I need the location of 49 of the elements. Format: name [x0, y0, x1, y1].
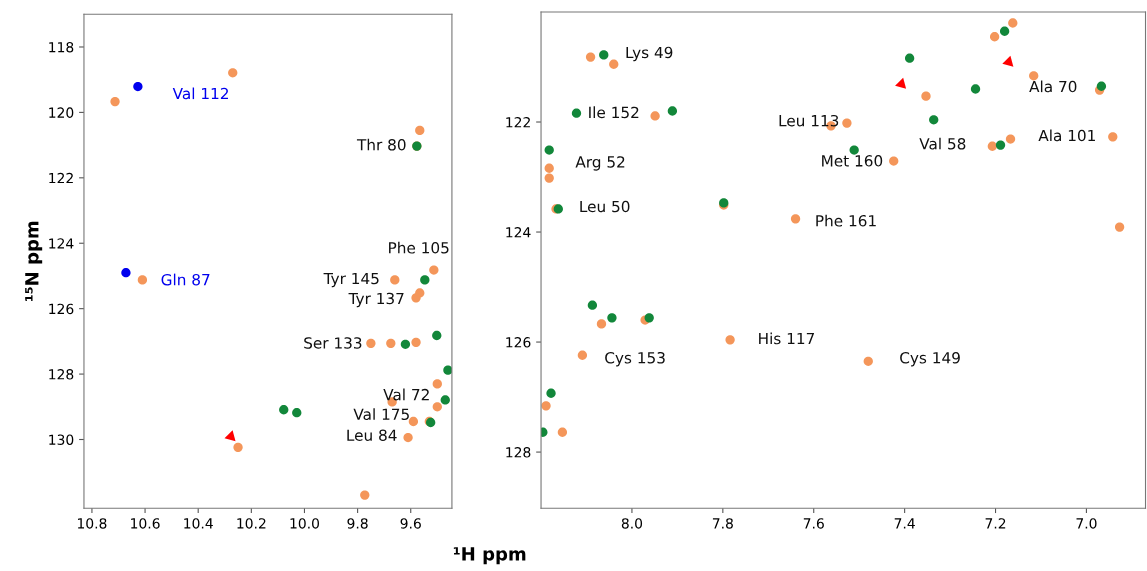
x-tick-label: 9.6 — [400, 518, 421, 529]
annotation: Lys 49 — [626, 46, 673, 62]
y-tick-label: 120 — [49, 107, 74, 118]
annotation: Leu 84 — [347, 429, 397, 441]
annotation: Phe 105 — [389, 241, 449, 254]
y-tick-label: 128 — [506, 447, 531, 458]
annotation: Ser 133 — [304, 337, 362, 349]
annotation: Ile 152 — [589, 106, 639, 119]
text: Gln 87 — [161, 273, 210, 286]
series-label: Val 112 — [172, 87, 228, 100]
x-axis-title: ¹H ppm — [453, 547, 526, 565]
annotation: Tyr 145 — [323, 272, 379, 288]
x-tick-label: 7.2 — [985, 518, 1006, 529]
y-tick-label: 124 — [49, 238, 74, 249]
annotation: Thr 80 — [356, 138, 406, 151]
y-tick-label: 122 — [49, 172, 73, 184]
y-tick-label: 130 — [49, 434, 74, 445]
x-tick-label: 7.0 — [1076, 518, 1097, 529]
annotation: Tyr 137 — [348, 292, 404, 308]
x-tick-label: 10.8 — [77, 518, 107, 529]
y-tick-label: 122 — [506, 116, 530, 128]
annotation: Ala 70 — [1029, 80, 1077, 93]
annotation: Cys 149 — [900, 351, 960, 367]
annotation: Val 58 — [919, 137, 966, 150]
annotation: Val 72 — [383, 388, 429, 401]
annotation: Leu 50 — [580, 200, 630, 213]
x-tick-label: 10.0 — [290, 518, 320, 529]
x-tick-label: 8.0 — [621, 518, 643, 529]
annotation: Ala 101 — [1038, 129, 1095, 142]
y-tick-label: 126 — [49, 303, 74, 315]
annotation: Phe 161 — [816, 214, 876, 227]
x-tick-label: 10.4 — [184, 518, 213, 529]
y-tick-label: 124 — [506, 227, 531, 238]
x-tick-label: 7.8 — [712, 518, 733, 529]
x-tick-label: 10.2 — [237, 518, 266, 529]
x-tick-label: 10.6 — [131, 518, 160, 529]
x-tick-label: 9.8 — [347, 518, 368, 529]
annotation: Leu 113 — [779, 114, 839, 127]
annotation: Cys 153 — [605, 351, 665, 367]
x-tick-label: 7.6 — [803, 518, 824, 529]
annotation: Val 175 — [353, 408, 409, 421]
x-tick-label: 7.4 — [894, 518, 915, 529]
annotation: Arg 52 — [575, 156, 625, 171]
y-tick-label: 118 — [49, 41, 74, 53]
annotation: His 117 — [759, 332, 815, 345]
y-tick-label: 128 — [49, 369, 74, 380]
y-tick-label: 126 — [506, 337, 531, 348]
y-axis-title: ¹⁵N ppm — [25, 221, 43, 302]
annotation: Met 160 — [822, 155, 883, 167]
